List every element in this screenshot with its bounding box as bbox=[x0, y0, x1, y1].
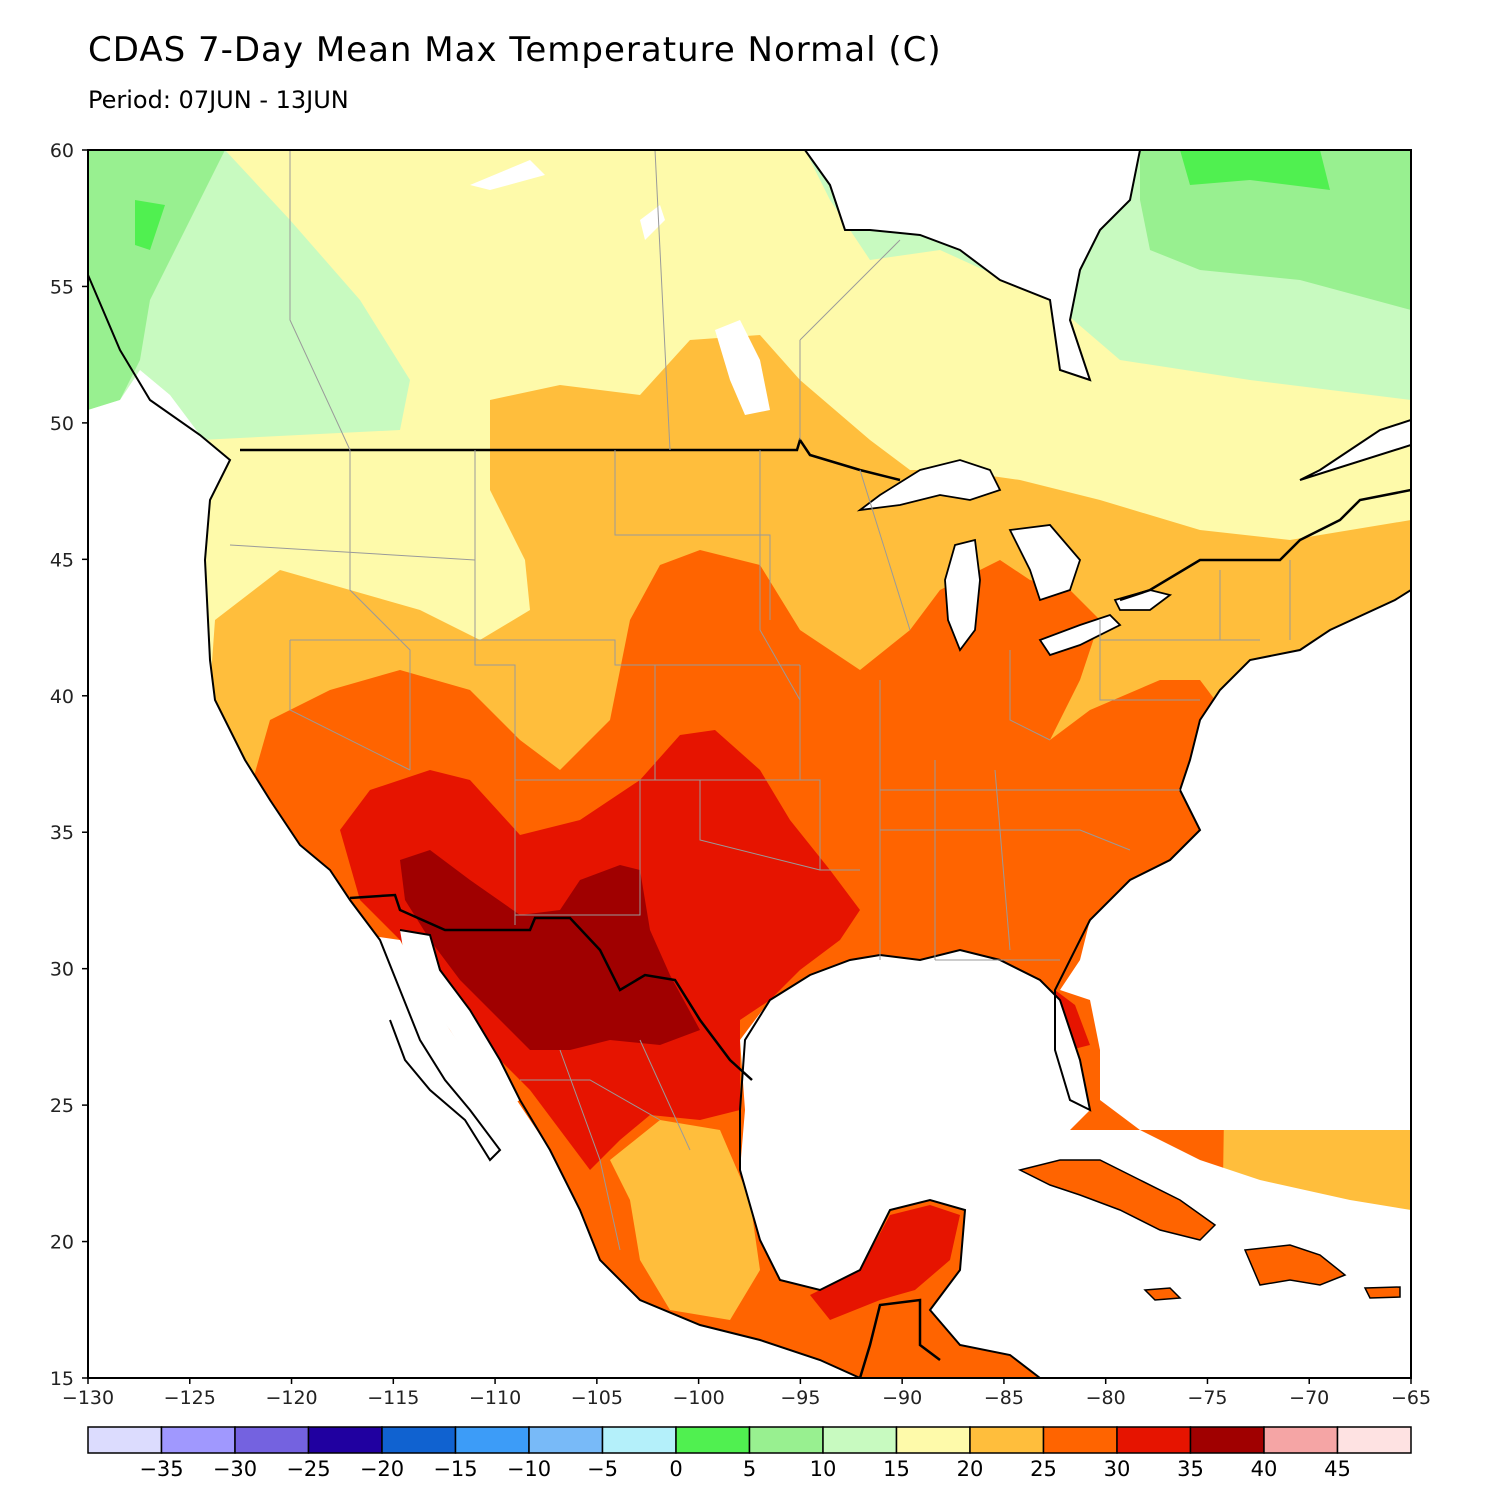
colorbar-label: −15 bbox=[433, 1457, 477, 1481]
colorbar-swatch bbox=[748, 1426, 824, 1454]
colorbar-swatch bbox=[675, 1426, 751, 1454]
colorbar-swatch bbox=[1042, 1426, 1118, 1454]
band-5-10-east bbox=[1140, 150, 1411, 310]
colorbar-swatch bbox=[234, 1426, 310, 1454]
longitude-axis: −130 −125 −120 −115 −110 −105 −100 −95 −90 −85 −80… bbox=[62, 1378, 1431, 1409]
puerto-rico bbox=[1363, 1286, 1401, 1299]
lake-superior bbox=[860, 460, 1000, 510]
lat-tick-label: 40 bbox=[50, 686, 74, 708]
colorbar-label: 45 bbox=[1324, 1457, 1351, 1481]
colorbar-label: −30 bbox=[213, 1457, 257, 1481]
colorbar-swatch bbox=[1263, 1426, 1339, 1454]
lon-tick-label: −100 bbox=[673, 1387, 725, 1409]
colorbar-swatch bbox=[381, 1426, 457, 1454]
colorbar-swatch bbox=[822, 1426, 898, 1454]
colorbar-swatch bbox=[160, 1426, 236, 1454]
colorbar-label: −25 bbox=[286, 1457, 330, 1481]
colorbar-label: 0 bbox=[669, 1457, 682, 1481]
lon-tick-label: −115 bbox=[367, 1387, 419, 1409]
lon-tick-label: −90 bbox=[882, 1387, 922, 1409]
band-0-5-east bbox=[1180, 150, 1330, 190]
gulf-of-california bbox=[400, 930, 520, 1110]
lon-tick-label: −105 bbox=[571, 1387, 623, 1409]
hudson-bay bbox=[805, 150, 1140, 380]
colorbar-swatch bbox=[454, 1426, 530, 1454]
colorbar-swatch bbox=[87, 1426, 163, 1454]
lat-tick-label: 25 bbox=[50, 1095, 74, 1117]
colorbar-label: 40 bbox=[1251, 1457, 1278, 1481]
colorbar-label: 25 bbox=[1030, 1457, 1057, 1481]
country-borders bbox=[240, 437, 1411, 1378]
band-0-5-west bbox=[135, 200, 165, 250]
lon-tick-label: −70 bbox=[1289, 1387, 1329, 1409]
lon-tick-label: −65 bbox=[1391, 1387, 1431, 1409]
lon-tick-label: −85 bbox=[984, 1387, 1024, 1409]
lat-tick-label: 30 bbox=[50, 959, 74, 981]
latitude-axis: 15 20 25 30 35 40 45 50 55 60 bbox=[50, 140, 88, 1390]
chart-subtitle: Period: 07JUN - 13JUN bbox=[88, 86, 349, 114]
great-slave-lake bbox=[470, 160, 545, 190]
band-5-10-west bbox=[88, 150, 225, 410]
pacific-ocean bbox=[88, 370, 860, 1378]
lat-tick-label: 50 bbox=[50, 413, 74, 435]
lat-tick-label: 35 bbox=[50, 822, 74, 844]
colorbar-label: 15 bbox=[883, 1457, 910, 1481]
lon-tick-label: −120 bbox=[265, 1387, 317, 1409]
lat-tick-label: 60 bbox=[50, 140, 74, 162]
colorbar-label: −5 bbox=[587, 1457, 618, 1481]
hispaniola bbox=[1243, 1244, 1347, 1286]
cuba bbox=[1017, 1159, 1217, 1241]
lake-michigan bbox=[945, 540, 980, 650]
colorbar-label: 35 bbox=[1177, 1457, 1204, 1481]
lon-tick-label: −95 bbox=[780, 1387, 820, 1409]
colorbar-swatch bbox=[601, 1426, 677, 1454]
atlantic-ocean bbox=[1060, 590, 1411, 1130]
map-area bbox=[88, 150, 1411, 1378]
colorbar-swatch bbox=[307, 1426, 383, 1454]
colorbar-swatch bbox=[1189, 1426, 1265, 1454]
colorbar-label: −20 bbox=[360, 1457, 404, 1481]
lake-winnipeg bbox=[715, 320, 770, 415]
colorbar-swatch bbox=[528, 1426, 604, 1454]
jamaica bbox=[1143, 1287, 1182, 1301]
colorbar-label: 20 bbox=[957, 1457, 984, 1481]
band-30-35-yucatan bbox=[810, 1205, 960, 1320]
coastlines bbox=[88, 150, 1411, 1378]
lat-tick-label: 20 bbox=[50, 1232, 74, 1254]
colorbar-label: 5 bbox=[743, 1457, 756, 1481]
lon-tick-label: −75 bbox=[1187, 1387, 1227, 1409]
colorbar-label: −10 bbox=[507, 1457, 551, 1481]
lat-tick-label: 15 bbox=[50, 1368, 74, 1390]
colorbar-swatch bbox=[1336, 1426, 1412, 1454]
lon-tick-label: −125 bbox=[164, 1387, 216, 1409]
colorbar-label: 30 bbox=[1104, 1457, 1131, 1481]
band-20-25-mexico bbox=[610, 1120, 760, 1320]
lake-huron bbox=[1010, 525, 1080, 600]
lat-tick-label: 45 bbox=[50, 549, 74, 571]
colorbar-swatch bbox=[895, 1426, 971, 1454]
colorbar-label: −35 bbox=[139, 1457, 183, 1481]
lat-tick-label: 55 bbox=[50, 276, 74, 298]
lon-tick-label: −110 bbox=[469, 1387, 521, 1409]
colorbar-swatch bbox=[1116, 1426, 1192, 1454]
colorbar-label: 10 bbox=[810, 1457, 837, 1481]
colorbar: −35 −30 −25 −20 −15 −10 −5 0 5 10 15 20 25 30 35 40 45 bbox=[87, 1426, 1412, 1481]
band-35-40 bbox=[400, 850, 700, 1050]
lon-tick-label: −130 bbox=[62, 1387, 114, 1409]
map-frame bbox=[87, 149, 1412, 1379]
colorbar-swatch bbox=[969, 1426, 1045, 1454]
chart-title: CDAS 7-Day Mean Max Temperature Normal (… bbox=[88, 30, 942, 70]
lake-athabasca bbox=[640, 205, 665, 240]
lon-tick-label: −80 bbox=[1086, 1387, 1126, 1409]
state-boundaries bbox=[229, 150, 1291, 1251]
